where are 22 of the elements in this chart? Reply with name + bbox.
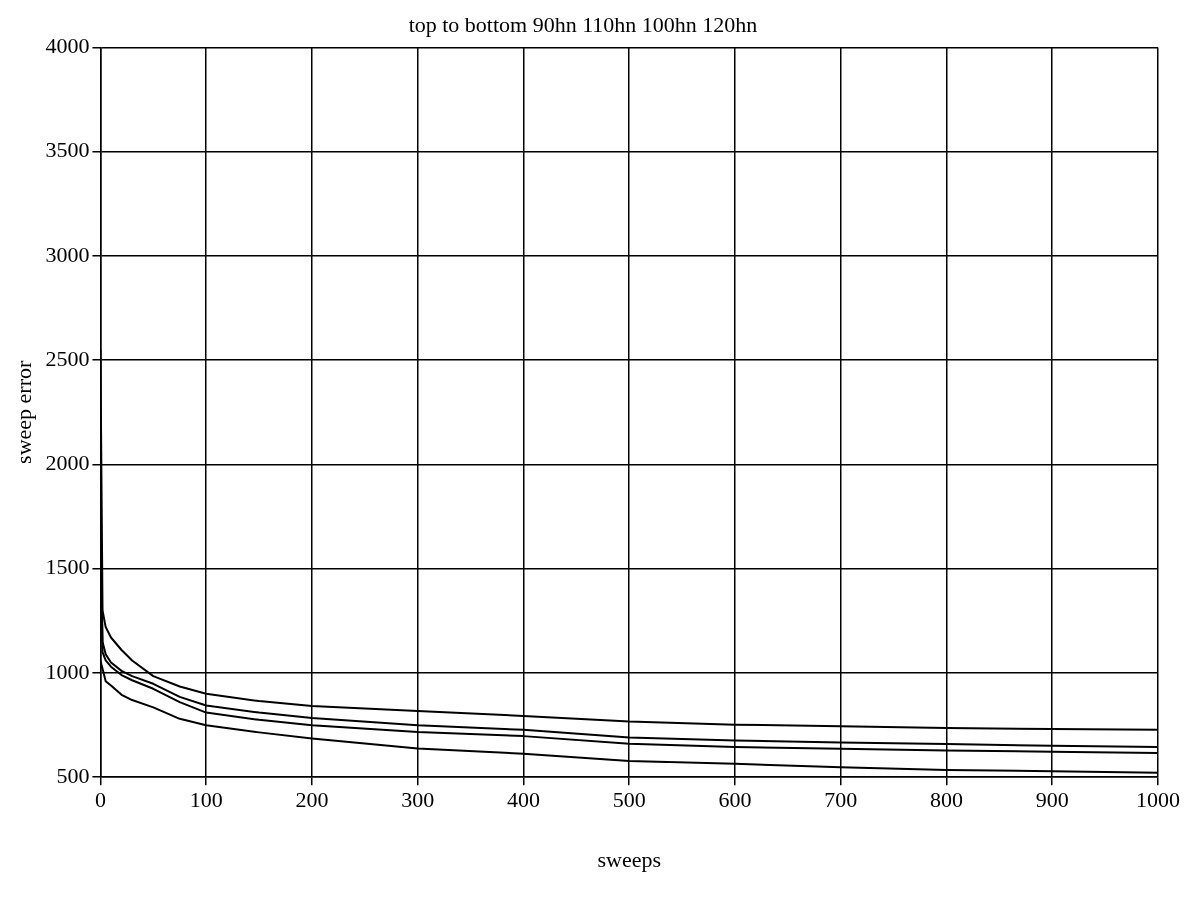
y-tick-label: 2500 (45, 345, 90, 371)
x-tick-label: 700 (824, 787, 858, 813)
y-axis-title: sweep error (10, 360, 36, 464)
y-tick-label: 3000 (45, 241, 90, 267)
x-tick-label: 100 (189, 787, 223, 813)
x-tick-label: 400 (506, 787, 540, 813)
y-tick-label: 3500 (45, 137, 90, 163)
x-tick-label: 200 (295, 787, 329, 813)
x-tick-label: 900 (1035, 787, 1069, 813)
y-tick-label: 4000 (45, 33, 90, 59)
x-tick-label: 0 (94, 787, 106, 813)
x-axis-title: sweeps (597, 846, 661, 872)
y-tick-label: 1500 (45, 554, 90, 580)
chart-title: top to bottom 90hn 110hn 100hn 120hn (408, 11, 758, 37)
x-tick-label: 500 (612, 787, 646, 813)
y-tick-label: 2000 (45, 450, 90, 476)
y-tick-label: 1000 (45, 658, 90, 684)
y-tick-label: 500 (56, 762, 90, 788)
x-tick-label: 600 (718, 787, 752, 813)
x-tick-label: 800 (929, 787, 963, 813)
x-tick-label: 1000 (1136, 787, 1180, 813)
x-tick-label: 300 (401, 787, 435, 813)
